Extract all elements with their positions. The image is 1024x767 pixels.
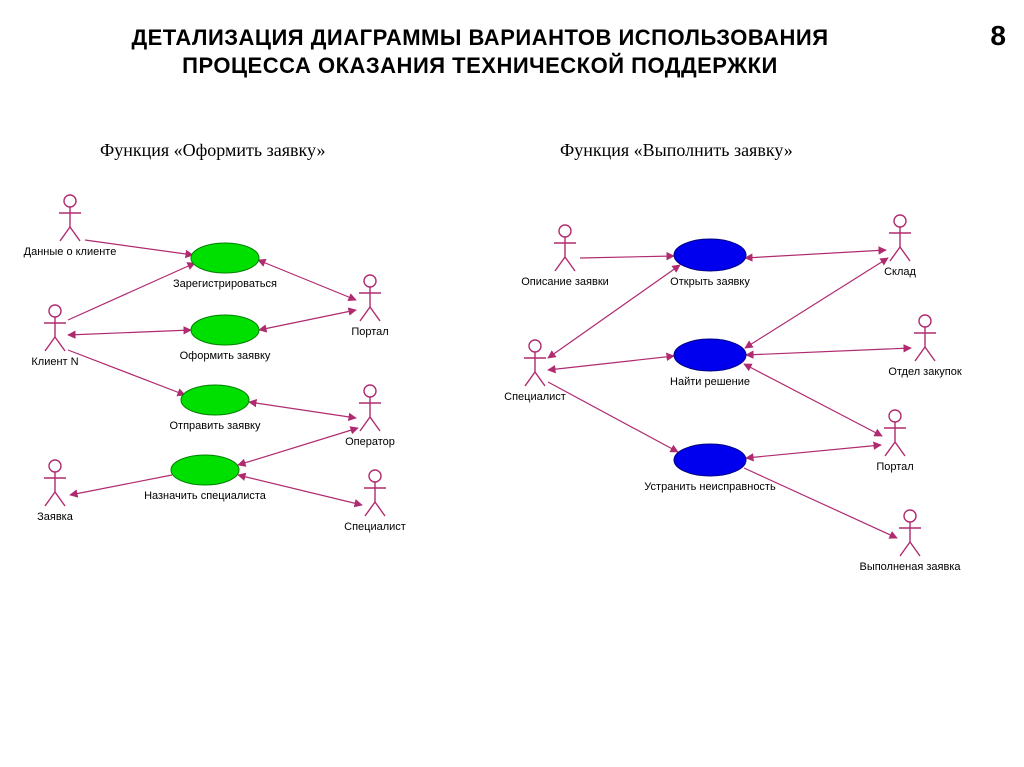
edge: [548, 356, 674, 370]
edge: [745, 258, 888, 348]
right-diagram-actors: Описание заявки Специалист Склад Отдел заку…: [504, 215, 962, 573]
usecase-label: Назначить специалиста: [144, 490, 267, 502]
actor-label: Выполненая заявка: [859, 561, 961, 573]
actor-label: Данные о клиенте: [24, 246, 117, 258]
actor-label: Заявка: [37, 511, 74, 523]
actor-a1: Данные о клиенте: [24, 195, 117, 258]
usecase-label: Устранить неисправность: [644, 481, 776, 493]
usecase-u3: Отправить заявку: [170, 385, 261, 432]
actor-b4: Отдел закупок: [888, 315, 962, 378]
right-diagram: Открыть заявку Найти решение Устранить неи…: [504, 215, 962, 573]
right-diagram-usecases: Открыть заявку Найти решение Устранить неи…: [644, 239, 776, 493]
actor-b1: Описание заявки: [521, 225, 609, 288]
usecase-v2: Найти решение: [670, 339, 750, 388]
actor-label: Специалист: [504, 391, 566, 403]
edge: [746, 445, 881, 458]
edge: [745, 250, 886, 258]
edge: [548, 382, 678, 452]
slide-page: ДЕТАЛИЗАЦИЯ ДИАГРАММЫ ВАРИАНТОВ ИСПОЛЬЗО…: [0, 0, 1024, 767]
actor-b5: Портал: [876, 410, 913, 473]
edge: [249, 402, 356, 418]
edge: [744, 364, 882, 436]
edge: [580, 256, 674, 258]
edge: [744, 468, 897, 538]
actor-label: Описание заявки: [521, 276, 609, 288]
usecase-label: Открыть заявку: [670, 276, 750, 288]
actor-b3: Склад: [884, 215, 916, 278]
actor-label: Склад: [884, 266, 916, 278]
edge: [238, 428, 358, 465]
usecase-label: Найти решение: [670, 376, 750, 388]
left-diagram-usecases: Зарегистрироваться Оформить заявку Отправи…: [144, 243, 277, 502]
edge: [68, 263, 195, 320]
actor-b2: Специалист: [504, 340, 566, 403]
usecase-label: Зарегистрироваться: [173, 278, 277, 290]
usecase-v3: Устранить неисправность: [644, 444, 776, 493]
actor-a5: Заявка: [37, 460, 74, 523]
usecase-v1: Открыть заявку: [670, 239, 750, 288]
actor-label: Специалист: [344, 521, 406, 533]
actor-label: Отдел закупок: [888, 366, 962, 378]
right-diagram-edges: [548, 250, 911, 538]
edge: [259, 310, 356, 330]
actor-a6: Специалист: [344, 470, 406, 533]
left-diagram: Зарегистрироваться Оформить заявку Отправи…: [24, 195, 406, 533]
actor-b6: Выполненая заявка: [859, 510, 961, 573]
actor-a4: Оператор: [345, 385, 395, 448]
use-case-diagram-canvas: Зарегистрироваться Оформить заявку Отправи…: [0, 0, 1024, 767]
actor-label: Оператор: [345, 436, 395, 448]
edge: [68, 350, 185, 395]
usecase-u2: Оформить заявку: [180, 315, 271, 362]
actor-label: Портал: [351, 326, 388, 338]
actor-a2: Клиент N: [31, 305, 78, 368]
usecase-label: Отправить заявку: [170, 420, 261, 432]
actor-label: Клиент N: [31, 356, 78, 368]
actor-label: Портал: [876, 461, 913, 473]
actor-a3: Портал: [351, 275, 388, 338]
edge: [746, 348, 911, 355]
usecase-label: Оформить заявку: [180, 350, 271, 362]
edge: [68, 330, 191, 335]
